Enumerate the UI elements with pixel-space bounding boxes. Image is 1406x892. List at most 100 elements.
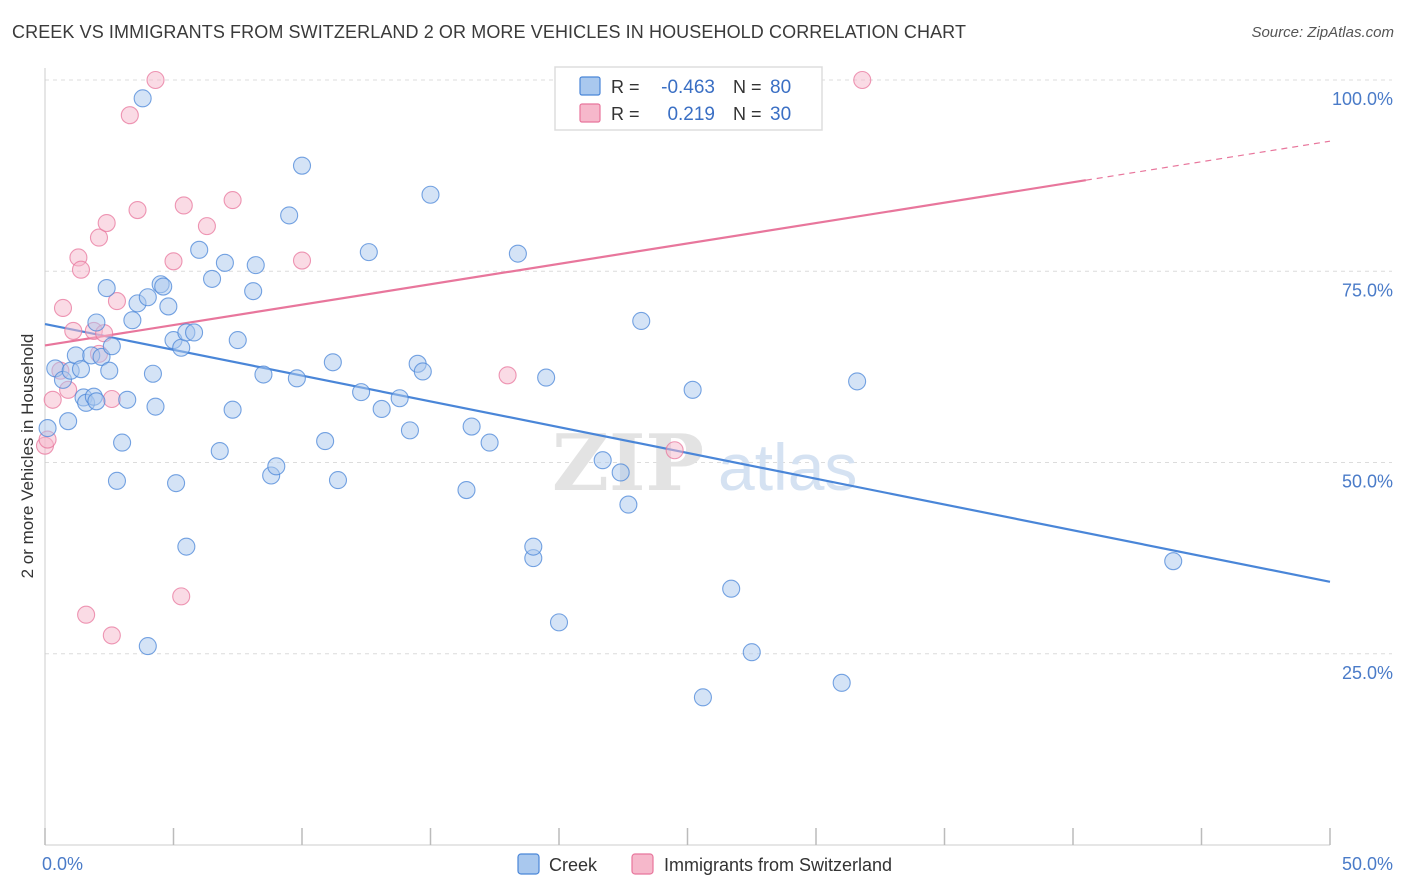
point-creek	[138, 288, 157, 307]
y-tick-label: 50.0%	[1342, 472, 1393, 492]
point-creek	[113, 433, 132, 452]
point-creek	[287, 369, 306, 388]
point-creek	[203, 269, 222, 288]
point-creek	[400, 421, 419, 440]
point-swiss	[223, 191, 242, 210]
point-creek	[537, 368, 556, 387]
point-creek	[316, 432, 335, 451]
point-creek	[143, 364, 162, 383]
point-creek	[421, 185, 440, 204]
point-creek	[107, 471, 127, 490]
point-creek	[223, 400, 242, 419]
point-creek	[328, 471, 348, 490]
legend-swatch-swiss	[579, 103, 601, 123]
point-creek	[118, 390, 137, 409]
trend-line-swiss-extension	[1085, 140, 1331, 181]
point-swiss	[665, 441, 684, 460]
point-creek	[323, 353, 342, 372]
point-creek	[359, 243, 378, 262]
point-creek	[390, 389, 409, 408]
point-creek	[210, 441, 229, 461]
point-creek	[742, 643, 761, 662]
y-tick-label: 25.0%	[1342, 663, 1393, 683]
point-creek	[1164, 552, 1183, 571]
watermark-atlas: atlas	[718, 430, 857, 504]
bottom-legend-swatch-swiss	[631, 853, 654, 875]
point-creek	[87, 313, 106, 332]
point-creek	[177, 537, 196, 556]
point-creek	[138, 637, 157, 656]
point-creek	[159, 297, 178, 316]
point-creek	[102, 337, 121, 356]
point-swiss	[853, 70, 872, 90]
point-creek	[352, 383, 371, 402]
point-creek	[172, 338, 191, 357]
point-swiss	[197, 217, 216, 236]
point-creek	[190, 240, 209, 259]
point-creek	[228, 331, 247, 350]
point-swiss	[146, 70, 165, 90]
bottom-legend: Creek Immigrants from Switzerland	[517, 853, 892, 875]
legend-r-label-swiss: R =	[611, 104, 640, 124]
point-creek	[254, 365, 273, 384]
point-creek	[267, 457, 286, 476]
point-swiss	[172, 587, 191, 606]
point-creek	[524, 537, 543, 556]
point-swiss	[164, 252, 183, 271]
legend-n-value-creek: 80	[770, 77, 791, 98]
legend-swatch-creek	[579, 76, 601, 96]
point-swiss	[43, 390, 62, 409]
point-creek	[38, 419, 57, 438]
bottom-legend-label-swiss: Immigrants from Switzerland	[664, 855, 892, 875]
point-swiss	[128, 201, 147, 220]
trend-line-creek	[44, 322, 1331, 583]
data-points	[35, 70, 1183, 707]
point-creek	[87, 392, 106, 411]
point-creek	[848, 372, 867, 391]
point-swiss	[498, 366, 517, 385]
point-creek	[185, 323, 204, 342]
point-creek	[722, 579, 741, 598]
point-creek	[693, 688, 712, 707]
y-axis-label: 2 or more Vehicles in Household	[18, 334, 37, 579]
point-creek	[292, 156, 312, 175]
point-creek	[462, 417, 481, 436]
point-creek	[280, 206, 299, 225]
point-swiss	[102, 626, 121, 645]
tick-labels: 100.0% 75.0% 50.0% 25.0% 0.0% 50.0%	[42, 89, 1393, 874]
point-swiss	[292, 251, 312, 270]
point-creek	[619, 495, 638, 514]
point-creek	[167, 474, 186, 493]
point-creek	[244, 282, 263, 301]
top-legend: R = -0.463 N = 80 R = 0.219 N = 30	[554, 66, 823, 131]
point-creek	[246, 256, 265, 275]
point-creek	[480, 433, 499, 452]
legend-r-label-creek: R =	[611, 77, 640, 97]
point-creek	[146, 397, 165, 416]
point-creek	[457, 480, 476, 500]
point-creek	[215, 253, 234, 272]
point-creek	[593, 451, 612, 470]
point-creek	[97, 279, 116, 298]
x-tick-label-max: 50.0%	[1342, 854, 1393, 874]
point-creek	[413, 362, 432, 381]
point-swiss	[89, 228, 109, 247]
legend-r-value-swiss: 0.219	[667, 104, 715, 125]
y-tick-label: 100.0%	[1332, 89, 1393, 109]
point-creek	[123, 311, 142, 330]
point-creek	[100, 361, 119, 380]
watermark-zip: ZIP	[552, 418, 704, 509]
point-swiss	[71, 260, 91, 279]
legend-n-label-creek: N =	[733, 77, 762, 97]
point-creek	[632, 311, 651, 331]
point-creek	[372, 399, 391, 419]
point-creek	[133, 89, 152, 108]
point-swiss	[77, 605, 96, 624]
axes	[44, 68, 1331, 846]
trend-line-swiss	[44, 179, 1087, 347]
point-creek	[154, 277, 173, 296]
y-tick-label: 75.0%	[1342, 280, 1393, 300]
point-swiss	[102, 389, 121, 409]
point-creek	[611, 463, 630, 482]
